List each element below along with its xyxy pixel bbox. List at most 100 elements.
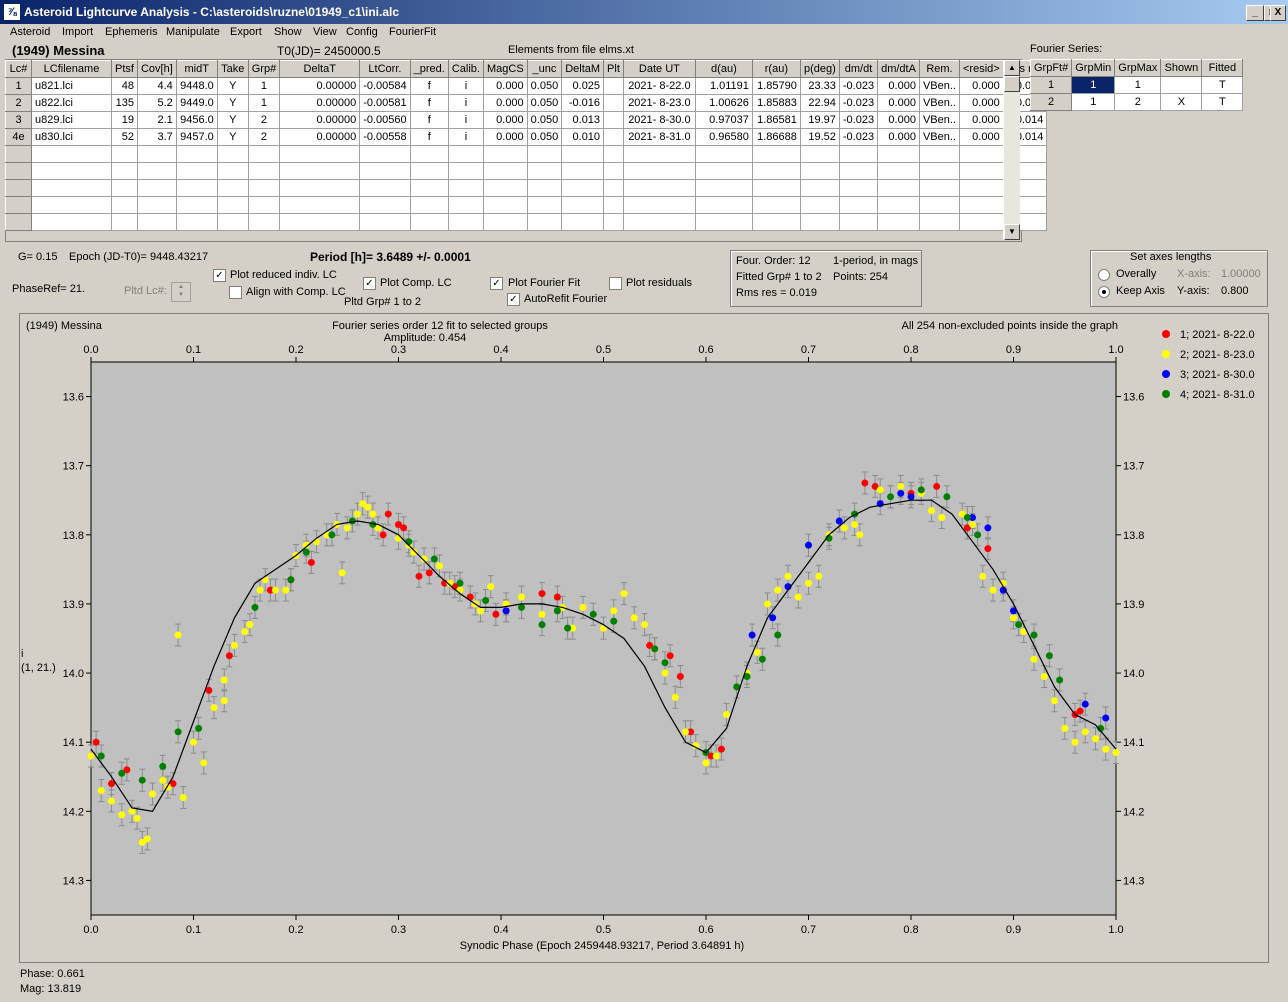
- lc-cell[interactable]: [247, 179, 281, 197]
- align-comp-checkbox[interactable]: [229, 286, 242, 299]
- lc-cell[interactable]: u822.lci: [31, 94, 112, 112]
- lc-col-header[interactable]: Plt: [603, 60, 624, 78]
- lc-cell[interactable]: [175, 162, 218, 180]
- lc-cell[interactable]: [359, 145, 411, 163]
- lc-cell[interactable]: [279, 196, 361, 214]
- lc-cell[interactable]: u829.lci: [31, 111, 112, 129]
- lc-row-header[interactable]: 1: [5, 77, 32, 95]
- lc-cell[interactable]: [799, 145, 840, 163]
- lc-cell[interactable]: [751, 162, 801, 180]
- lc-cell[interactable]: 0.050: [526, 111, 563, 129]
- lc-cell[interactable]: [447, 162, 484, 180]
- lc-cell[interactable]: 2: [247, 128, 281, 146]
- lc-cell[interactable]: [447, 196, 484, 214]
- lc-cell[interactable]: [111, 145, 138, 163]
- lc-cell[interactable]: [175, 145, 218, 163]
- lc-cell[interactable]: 2021- 8-31.0: [622, 128, 696, 146]
- lc-cell[interactable]: [359, 213, 411, 231]
- lightcurve-chart[interactable]: (1949) Messina Fourier series order 12 f…: [20, 314, 1268, 962]
- spin-down-icon[interactable]: ▼: [178, 292, 184, 298]
- overally-radio[interactable]: [1098, 269, 1110, 281]
- lc-cell[interactable]: 0.025: [561, 77, 605, 95]
- lc-cell[interactable]: [247, 196, 281, 214]
- lc-cell[interactable]: [216, 162, 249, 180]
- lc-cell[interactable]: -0.016: [561, 94, 605, 112]
- lc-table-scrollbar[interactable]: ▲ ▼: [1003, 60, 1020, 240]
- lc-cell[interactable]: -0.023: [838, 77, 879, 95]
- lc-cell[interactable]: [918, 179, 960, 197]
- lc-col-header[interactable]: p(deg): [799, 60, 840, 78]
- lc-cell[interactable]: [694, 179, 753, 197]
- menu-export[interactable]: Export: [230, 26, 262, 38]
- lc-table-row[interactable]: 4e u830.lci 52 3.7 9457.0 Y 2 0.00000 -0.00558 f i…: [5, 128, 1048, 146]
- lc-cell[interactable]: i: [447, 111, 484, 129]
- lc-cell[interactable]: [918, 196, 960, 214]
- lc-cell[interactable]: [694, 213, 753, 231]
- menu-import[interactable]: Import: [62, 26, 94, 38]
- lc-cell[interactable]: 22.94: [799, 94, 840, 112]
- lc-col-header[interactable]: Calib.: [447, 60, 484, 78]
- lc-cell[interactable]: [799, 162, 840, 180]
- lc-cell[interactable]: 9456.0: [175, 111, 218, 129]
- plot-fourier-checkbox[interactable]: ✓: [490, 277, 503, 290]
- lc-cell[interactable]: [175, 213, 218, 231]
- lc-col-header[interactable]: dm/dt: [838, 60, 879, 78]
- fourier-row-header[interactable]: 1: [1029, 76, 1073, 94]
- lc-cell[interactable]: 9448.0: [175, 77, 218, 95]
- lc-cell[interactable]: [5, 179, 32, 197]
- lc-cell[interactable]: [526, 145, 563, 163]
- lc-cell[interactable]: 1.85790: [751, 77, 801, 95]
- fourier-cell[interactable]: 1: [1071, 93, 1116, 111]
- lc-cell[interactable]: [958, 162, 1004, 180]
- lc-cell[interactable]: [216, 196, 249, 214]
- lc-cell[interactable]: [31, 213, 112, 231]
- lc-cell[interactable]: 0.050: [526, 77, 563, 95]
- lc-col-header[interactable]: <resid>: [958, 60, 1004, 78]
- fourier-cell[interactable]: T: [1201, 76, 1244, 94]
- lc-cell[interactable]: [603, 77, 624, 95]
- lc-row-header[interactable]: 2: [5, 94, 32, 112]
- lc-cell[interactable]: 9449.0: [175, 94, 218, 112]
- lc-cell[interactable]: [561, 145, 605, 163]
- lc-table-empty-row[interactable]: [5, 196, 1048, 214]
- lc-cell[interactable]: [622, 145, 696, 163]
- lc-col-header[interactable]: Lc#: [5, 60, 32, 78]
- lc-cell[interactable]: 0.000: [877, 94, 920, 112]
- spin-up-icon[interactable]: ▲: [178, 284, 184, 290]
- lc-cell[interactable]: 4.4: [136, 77, 177, 95]
- lc-cell[interactable]: [561, 162, 605, 180]
- lc-cell[interactable]: 19.97: [799, 111, 840, 129]
- lc-col-header[interactable]: _unc: [526, 60, 563, 78]
- scroll-down-arrow-icon[interactable]: ▼: [1004, 224, 1020, 240]
- lc-table-row[interactable]: 1 u821.lci 48 4.4 9448.0 Y 1 0.00000 -0.00584 f i 0…: [5, 77, 1048, 95]
- lc-cell[interactable]: 0.000: [958, 94, 1004, 112]
- lc-cell[interactable]: 0.000: [482, 128, 528, 146]
- lc-cell[interactable]: [877, 162, 920, 180]
- fourier-col-header[interactable]: Fitted: [1201, 59, 1244, 77]
- lc-cell[interactable]: 23.33: [799, 77, 840, 95]
- lc-cell[interactable]: [838, 162, 879, 180]
- lc-col-header[interactable]: Take: [216, 60, 249, 78]
- lc-cell[interactable]: [136, 162, 177, 180]
- menu-config[interactable]: Config: [346, 26, 378, 38]
- lc-cell[interactable]: [694, 145, 753, 163]
- lc-col-header[interactable]: DeltaT: [279, 60, 361, 78]
- lc-cell[interactable]: [526, 179, 563, 197]
- lc-cell[interactable]: VBen..: [918, 111, 960, 129]
- lc-col-header[interactable]: Rem.: [918, 60, 960, 78]
- lc-cell[interactable]: i: [447, 94, 484, 112]
- lc-cell[interactable]: [751, 196, 801, 214]
- lc-cell[interactable]: [526, 196, 563, 214]
- lc-cell[interactable]: [279, 145, 361, 163]
- fourier-col-header[interactable]: GrpMax: [1114, 59, 1162, 77]
- lc-table-row[interactable]: 3 u829.lci 19 2.1 9456.0 Y 2 0.00000 -0.00560 f i 0…: [5, 111, 1048, 129]
- lc-cell[interactable]: [111, 213, 138, 231]
- lc-cell[interactable]: [622, 179, 696, 197]
- lc-cell[interactable]: 0.00000: [279, 128, 361, 146]
- xaxis-value[interactable]: 1.00000: [1221, 268, 1261, 280]
- lc-cell[interactable]: -0.023: [838, 128, 879, 146]
- lc-cell[interactable]: 1.85883: [751, 94, 801, 112]
- lc-row-header[interactable]: 3: [5, 111, 32, 129]
- lc-cell[interactable]: 2021- 8-30.0: [622, 111, 696, 129]
- lc-cell[interactable]: f: [409, 77, 449, 95]
